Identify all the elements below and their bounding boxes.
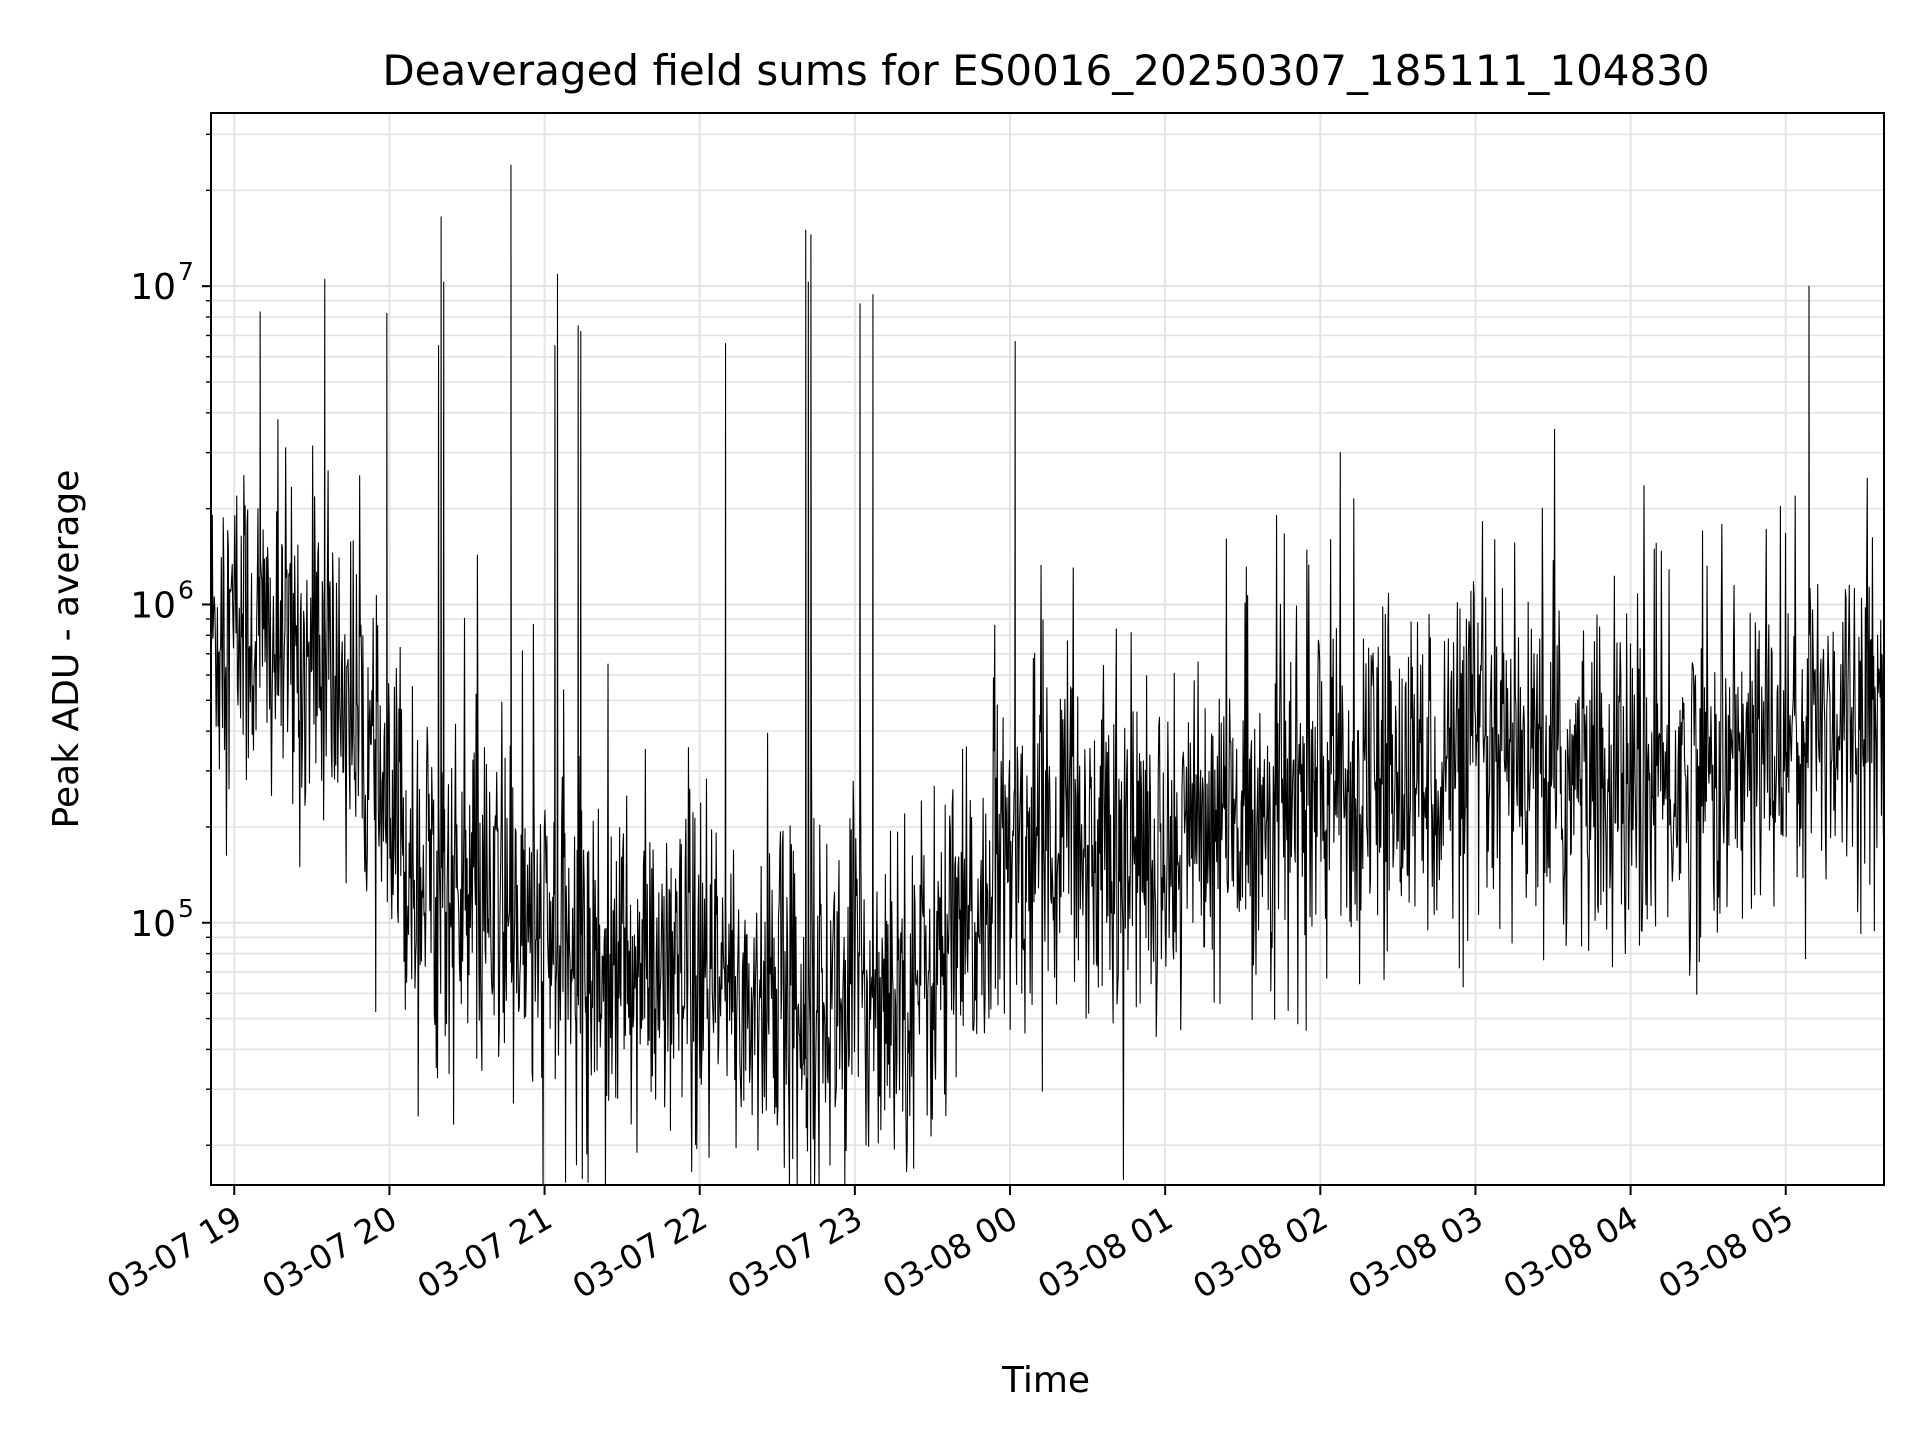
data-line-layer (210, 164, 1885, 1185)
plot-frame (210, 112, 1885, 1186)
y-tick-label-exponent: 6 (178, 575, 194, 604)
y-tick-label-exponent: 5 (178, 894, 194, 923)
y-tick-label: 10 7 (130, 257, 194, 308)
y-axis-label: Peak ADU - average (46, 470, 87, 829)
y-tick-label-exponent: 7 (178, 257, 194, 286)
series-line (210, 164, 1885, 1185)
y-tick-label-base: 10 (130, 904, 176, 945)
x-axis-label: Time (1001, 1360, 1090, 1401)
y-tick-label: 10 6 (130, 575, 194, 626)
y-tick-label-base: 10 (130, 585, 176, 626)
chart-title: Deaveraged field sums for ES0016_2025030… (382, 46, 1709, 95)
y-tick-label: 10 5 (130, 894, 194, 945)
y-tick-label-base: 10 (130, 267, 176, 308)
